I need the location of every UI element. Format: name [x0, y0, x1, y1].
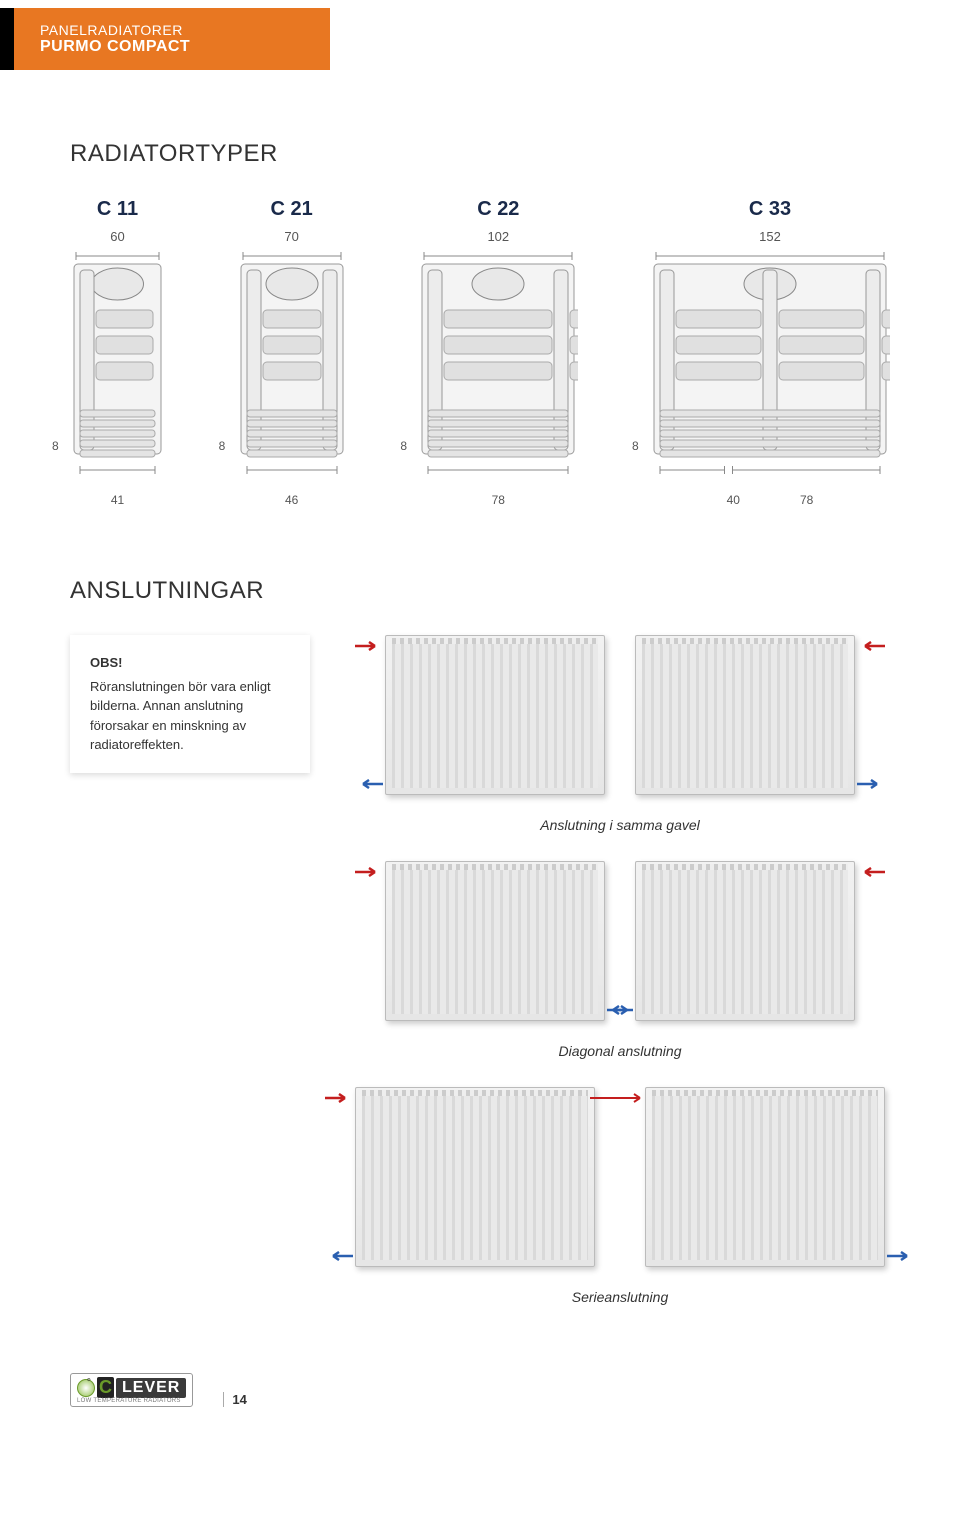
radiator-diagram [385, 861, 605, 1021]
connections-diagrams: Anslutning i samma gavel Diagonal anslut… [350, 635, 890, 1313]
type-col: C 11 60 8 41 [70, 198, 165, 507]
radiator-panel [385, 861, 605, 1021]
arrow-out-icon [325, 1251, 353, 1261]
dim-value: 40 [727, 493, 740, 507]
radiator-panel [385, 635, 605, 795]
type-diagram: 8 [237, 250, 347, 485]
obs-title: OBS! [90, 653, 290, 673]
type-label: C 33 [749, 198, 791, 221]
arrow-in-icon [355, 641, 383, 651]
arrow-out-icon [857, 779, 885, 789]
header-title: PURMO COMPACT [40, 38, 290, 56]
obs-note: OBS! Röranslutningen bör vara enligt bil… [70, 635, 310, 773]
type-diagram: 8 [418, 250, 578, 485]
caption-diagonal: Diagonal anslutning [350, 1043, 890, 1059]
arrow-out-icon [355, 779, 383, 789]
connection-row-diagonal [350, 861, 890, 1021]
type-width-top: 70 [284, 229, 298, 244]
arrow-in-icon [355, 867, 383, 877]
arrow-out-icon [887, 1251, 915, 1261]
section-title-connections: ANSLUTNINGAR [70, 577, 890, 605]
radiator-diagram [635, 635, 855, 795]
connections-note-col: OBS! Röranslutningen bör vara enligt bil… [70, 635, 310, 1313]
type-col: C 21 70 8 46 [237, 198, 347, 507]
clever-lever: LEVER [116, 1378, 186, 1398]
connections-grid: OBS! Röranslutningen bör vara enligt bil… [70, 635, 890, 1313]
type-width-top: 102 [487, 229, 509, 244]
type-label: C 22 [477, 198, 519, 221]
type-col: C 22 102 8 78 [418, 198, 578, 507]
type-label: C 11 [97, 198, 138, 221]
type-dim-eight: 8 [219, 439, 226, 453]
radiator-panel [635, 635, 855, 795]
page-footer: C LEVER LOW TEMPERATURE RADIATORS 14 [0, 1313, 960, 1437]
clever-c: C [97, 1377, 114, 1398]
radiator-panel [645, 1087, 885, 1267]
page-header: PANELRADIATORER PURMO COMPACT [0, 0, 960, 70]
page-number: 14 [223, 1392, 246, 1407]
clever-logo: C LEVER LOW TEMPERATURE RADIATORS [70, 1373, 193, 1407]
type-label: C 21 [271, 198, 313, 221]
type-width-bottom: 46 [285, 493, 298, 507]
type-dim-eight: 8 [52, 439, 59, 453]
radiator-panel [355, 1087, 595, 1267]
type-diagram: 8 [70, 250, 165, 485]
arrow-in-icon [325, 1093, 353, 1103]
radiator-diagram [635, 861, 855, 1021]
dim-value: 46 [285, 493, 298, 507]
type-col: C 33 152 8 40 78 [650, 198, 890, 507]
radiator-diagram [385, 635, 605, 795]
type-width-bottom: 40 78 [727, 493, 814, 507]
type-width-bottom: 78 [492, 493, 505, 507]
radiator-diagram [645, 1087, 885, 1267]
obs-body: Röranslutningen bör vara enligt bilderna… [90, 679, 271, 753]
degree-icon [77, 1379, 95, 1397]
type-width-top: 60 [110, 229, 124, 244]
header-category: PANELRADIATORER [40, 22, 290, 38]
section-title-types: RADIATORTYPER [70, 140, 890, 168]
radiator-panel [635, 861, 855, 1021]
header-tab: PANELRADIATORER PURMO COMPACT [0, 8, 330, 70]
dim-value: 41 [111, 493, 124, 507]
radiator-diagram [355, 1087, 595, 1267]
clever-sub: LOW TEMPERATURE RADIATORS [77, 1398, 186, 1404]
connection-row-same [350, 635, 890, 795]
radiator-types-row: C 11 60 8 41 C 21 70 8 46 C 22 102 8 78 … [70, 198, 890, 507]
type-width-top: 152 [759, 229, 781, 244]
series-link-line [590, 1097, 640, 1099]
caption-same: Anslutning i samma gavel [350, 817, 890, 833]
dim-value: 78 [800, 493, 813, 507]
connection-row-series [350, 1087, 890, 1267]
type-dim-eight: 8 [400, 439, 407, 453]
dim-value: 78 [492, 493, 505, 507]
type-dim-eight: 8 [632, 439, 639, 453]
type-width-bottom: 41 [111, 493, 124, 507]
caption-series: Serieanslutning [350, 1289, 890, 1305]
arrow-out-icon [605, 1005, 633, 1015]
arrow-in-icon [857, 641, 885, 651]
arrow-in-icon [857, 867, 885, 877]
type-diagram: 8 [650, 250, 890, 485]
